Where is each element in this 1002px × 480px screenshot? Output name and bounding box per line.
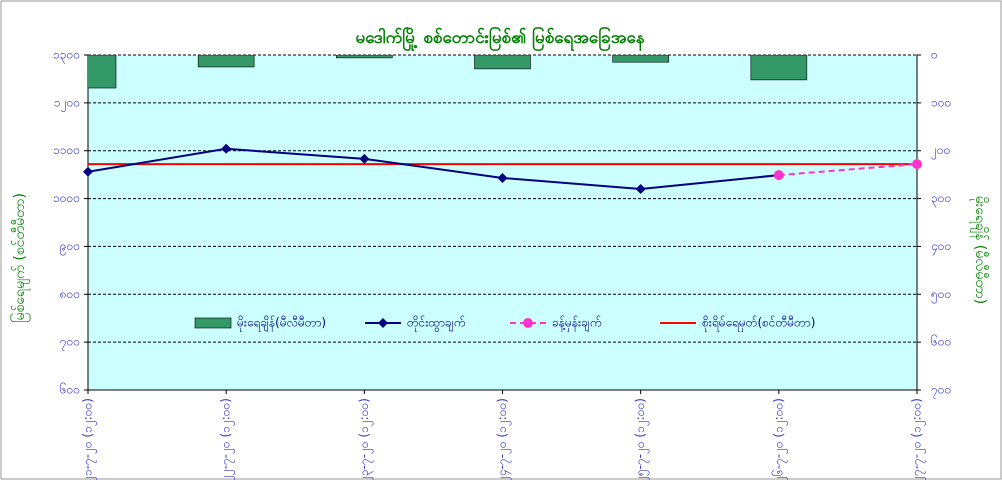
y2-axis-label: မိုးရေချိန် (မီလီမီတာ) [970, 196, 988, 304]
x-tick-label: ၂၅-၇-၂၀ (၁၂:၀၀) [633, 398, 650, 480]
y2-tick-label: ၇၀၀ [931, 383, 951, 400]
y-tick-label: ၁၂၀၀ [54, 95, 80, 112]
legend-label: တိုင်းထွာချက် [407, 315, 465, 333]
plot-layer [88, 55, 808, 89]
x-tick-label: ၂၃-၇-၂၀ (၁၂:၀၀) [357, 398, 374, 480]
y2-tick-label: ၆၀၀ [931, 334, 951, 349]
bar [474, 55, 531, 70]
legend-marker [378, 318, 388, 328]
y-axis-label: မြစ်ရေမျက် (စင်တီမီတာ) [11, 193, 30, 323]
legend-label: စိုးရိမ်ရေမှတ်(စင်တီမီတာ) [702, 315, 815, 333]
legend-label: ခန့်မှန်းချက် [552, 315, 601, 333]
x-tick-label: ၂၂-၇-၂၀ (၁၂:၀၀) [219, 398, 236, 480]
y-tick-label: ၉၀၀ [60, 239, 80, 256]
chart-title: မဒေါက်မြို့ စစ်တောင်းမြစ်၏ မြစ်ရေအခြေအနေ [356, 25, 645, 52]
y-tick-label: ၇၀၀ [60, 335, 80, 352]
y-tick-label: ၆၀၀ [60, 382, 80, 397]
bar [750, 55, 808, 81]
line [778, 163, 918, 177]
marker [497, 172, 508, 183]
x-tick-label: ၂၇-၇-၂၀ (၁၂:၀၀) [910, 398, 927, 480]
marker [221, 143, 232, 154]
line [87, 147, 779, 191]
y-tick-label: ၈၀၀ [60, 287, 80, 301]
x-tick-label: ၂၄-၇-၂၀ (၁၂:၀၀) [495, 398, 512, 480]
plot-area [88, 55, 917, 390]
legend-label: မိုးရေချိန်(မီလီမီတာ) [237, 315, 326, 333]
y2-tick-label: ၅၀၀ [931, 287, 951, 304]
y2-tick-label: ၀ [931, 48, 938, 62]
y2-tick-label: ၁၀၀ [931, 95, 951, 109]
bar [88, 55, 117, 89]
y2-tick-label: ၄၀၀ [931, 239, 951, 256]
bar [197, 55, 255, 68]
y-tick-label: ၁၁၀၀ [53, 143, 80, 157]
y-tick-label: ၁၃၀၀ [53, 48, 80, 65]
y2-tick-label: ၂၀၀ [931, 143, 950, 160]
x-tick-label: ၂၁-၇-၂၀ (၁၂:၀၀) [81, 398, 98, 480]
marker [635, 184, 646, 194]
marker [773, 170, 784, 181]
y-tick-label: ၁၀၀၀ [53, 191, 80, 205]
marker [912, 159, 922, 170]
x-tick-label: ၂၆-၇-၂၀ (၁၂:၀၀) [770, 398, 788, 480]
y2-tick-label: ၃၀၀ [931, 191, 951, 208]
legend-swatch [194, 317, 232, 329]
marker [83, 166, 93, 177]
bar [612, 55, 669, 63]
marker [359, 153, 370, 164]
legend-marker [523, 318, 533, 328]
bar [336, 55, 393, 59]
